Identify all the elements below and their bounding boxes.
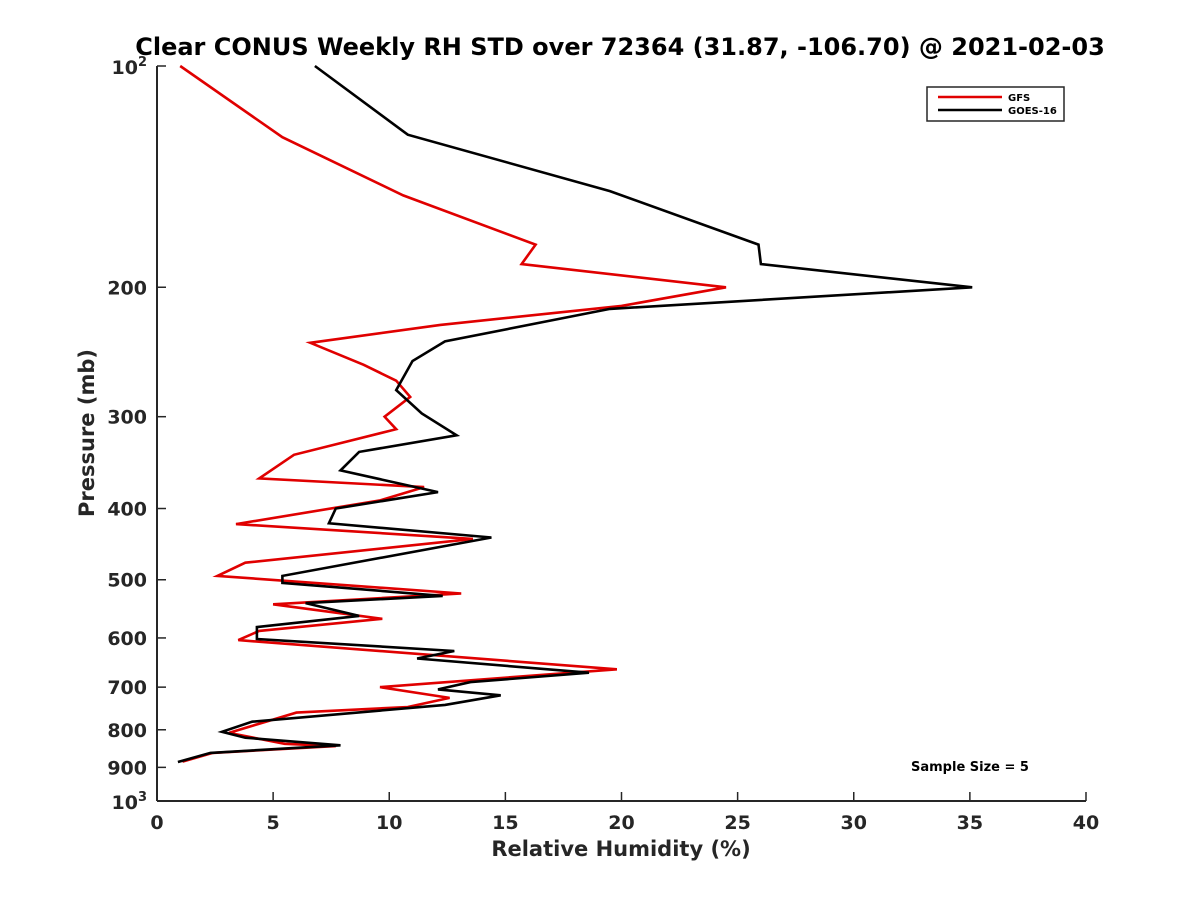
x-tick-label: 25 (724, 812, 750, 834)
y-tick-label: 700 (107, 677, 147, 699)
sample-size-annotation: Sample Size = 5 (911, 760, 1029, 775)
y-tick-label: 300 (107, 407, 147, 429)
x-axis-label: Relative Humidity (%) (491, 837, 750, 861)
series-line-goes-16 (177, 64, 973, 764)
legend: GFS GOES-16 (926, 86, 1065, 122)
x-tick-label: 15 (492, 812, 518, 834)
y-tick-label: 900 (107, 757, 147, 779)
y-tick-label: 500 (107, 570, 147, 592)
y-tick-label: 400 (107, 499, 147, 521)
y-tick-label: 103 (112, 790, 148, 814)
y-tick-label: 600 (107, 628, 147, 650)
y-axis-label: Pressure (mb) (75, 349, 99, 517)
x-tick-label: 20 (608, 812, 634, 834)
y-tick-label: 200 (107, 277, 147, 299)
x-tick-label: 0 (150, 812, 163, 834)
legend-label-goes-16: GOES-16 (1008, 106, 1057, 117)
y-tick-label: 800 (107, 720, 147, 742)
legend-label-gfs: GFS (1008, 93, 1030, 104)
x-tick-label: 10 (376, 812, 402, 834)
x-tick-group: 0 5 10 15 20 25 30 35 40 (150, 792, 1099, 834)
series-line-gfs (179, 64, 727, 763)
x-tick-label: 35 (957, 812, 983, 834)
x-tick-label: 5 (267, 812, 280, 834)
legend-box (926, 86, 1065, 122)
plot-series-group (177, 64, 973, 764)
x-tick-label: 30 (841, 812, 867, 834)
chart-title: Clear CONUS Weekly RH STD over 72364 (31… (135, 33, 1105, 61)
y-tick-group: 102 200 300 400 500 600 700 800 900 103 (107, 55, 166, 814)
y-tick-label: 102 (112, 55, 148, 79)
x-tick-label: 40 (1073, 812, 1099, 834)
